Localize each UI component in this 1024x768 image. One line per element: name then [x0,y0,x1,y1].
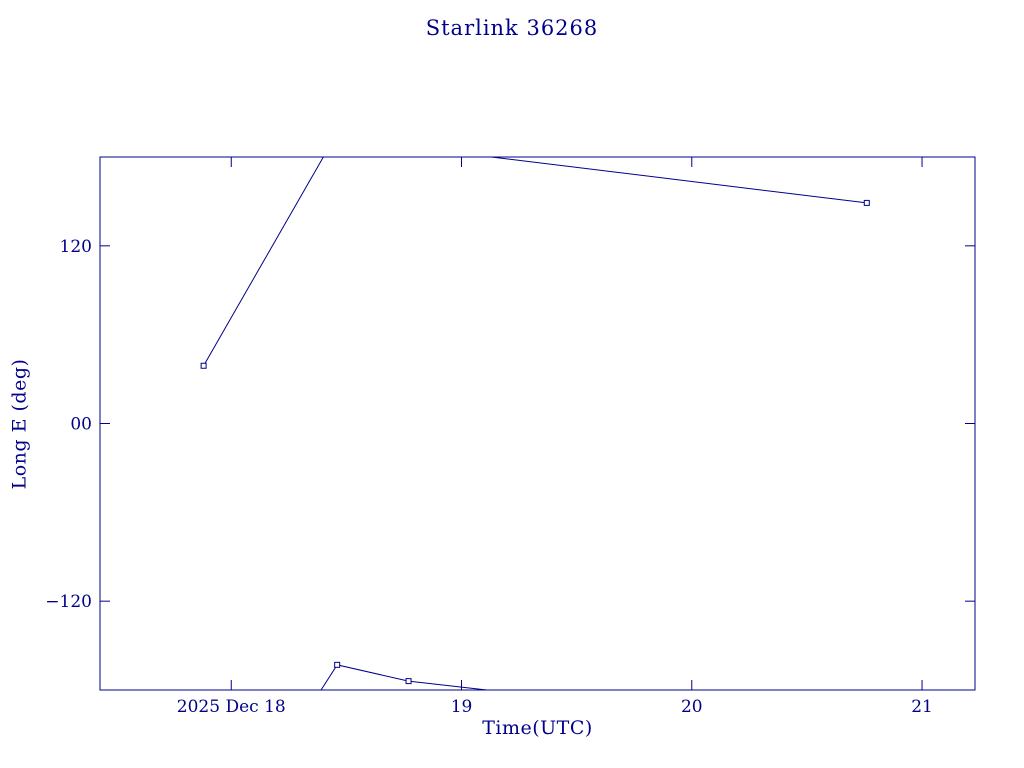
x-tick-label: 21 [911,697,933,717]
data-line-segment [203,156,324,367]
axes-frame [99,156,976,691]
y-tick-label: −120 [45,592,92,612]
data-point-marker [863,199,870,206]
x-tick-label: 19 [451,697,473,717]
chart-title: Starlink 36268 [425,16,599,40]
data-line-segment [491,156,867,204]
y-tick-label: 00 [70,415,92,435]
data-point-marker [405,678,412,685]
data-point-marker [334,661,341,668]
data-line-segment [320,664,487,691]
x-tick-label: 2025 Dec 18 [177,697,286,717]
x-axis-label: Time(UTC) [482,717,593,739]
data-point-marker [200,362,207,369]
x-tick-label: 20 [681,697,703,717]
y-tick-label: 120 [60,237,92,257]
